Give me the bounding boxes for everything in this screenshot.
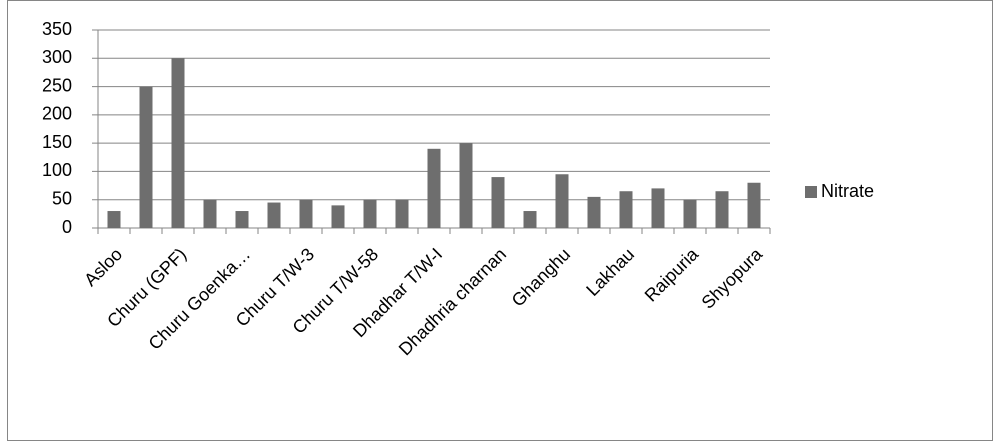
bar <box>363 199 377 228</box>
bar <box>171 58 185 229</box>
bar <box>395 199 409 228</box>
bar <box>459 143 473 228</box>
bar <box>107 211 121 228</box>
legend-swatch <box>805 186 817 198</box>
bar <box>331 205 345 228</box>
y-tick-label: 300 <box>42 47 72 67</box>
legend-label: Nitrate <box>821 181 874 201</box>
bar <box>587 196 601 228</box>
bar <box>619 191 633 228</box>
y-tick-label: 250 <box>42 75 72 95</box>
y-tick-label: 350 <box>42 19 72 39</box>
bar <box>683 199 697 228</box>
bar <box>299 199 313 228</box>
bar <box>651 188 665 228</box>
bar <box>523 211 537 228</box>
bar <box>427 148 441 228</box>
bar <box>747 182 761 228</box>
bar <box>203 199 217 228</box>
y-tick-label: 0 <box>62 217 72 237</box>
bar <box>139 86 153 228</box>
bar <box>267 202 281 228</box>
y-tick-label: 150 <box>42 132 72 152</box>
y-tick-label: 200 <box>42 104 72 124</box>
bar <box>555 174 569 228</box>
bar <box>235 211 249 228</box>
bar <box>715 191 729 228</box>
bar <box>491 177 505 228</box>
y-tick-label: 100 <box>42 160 72 180</box>
y-tick-label: 50 <box>52 188 72 208</box>
